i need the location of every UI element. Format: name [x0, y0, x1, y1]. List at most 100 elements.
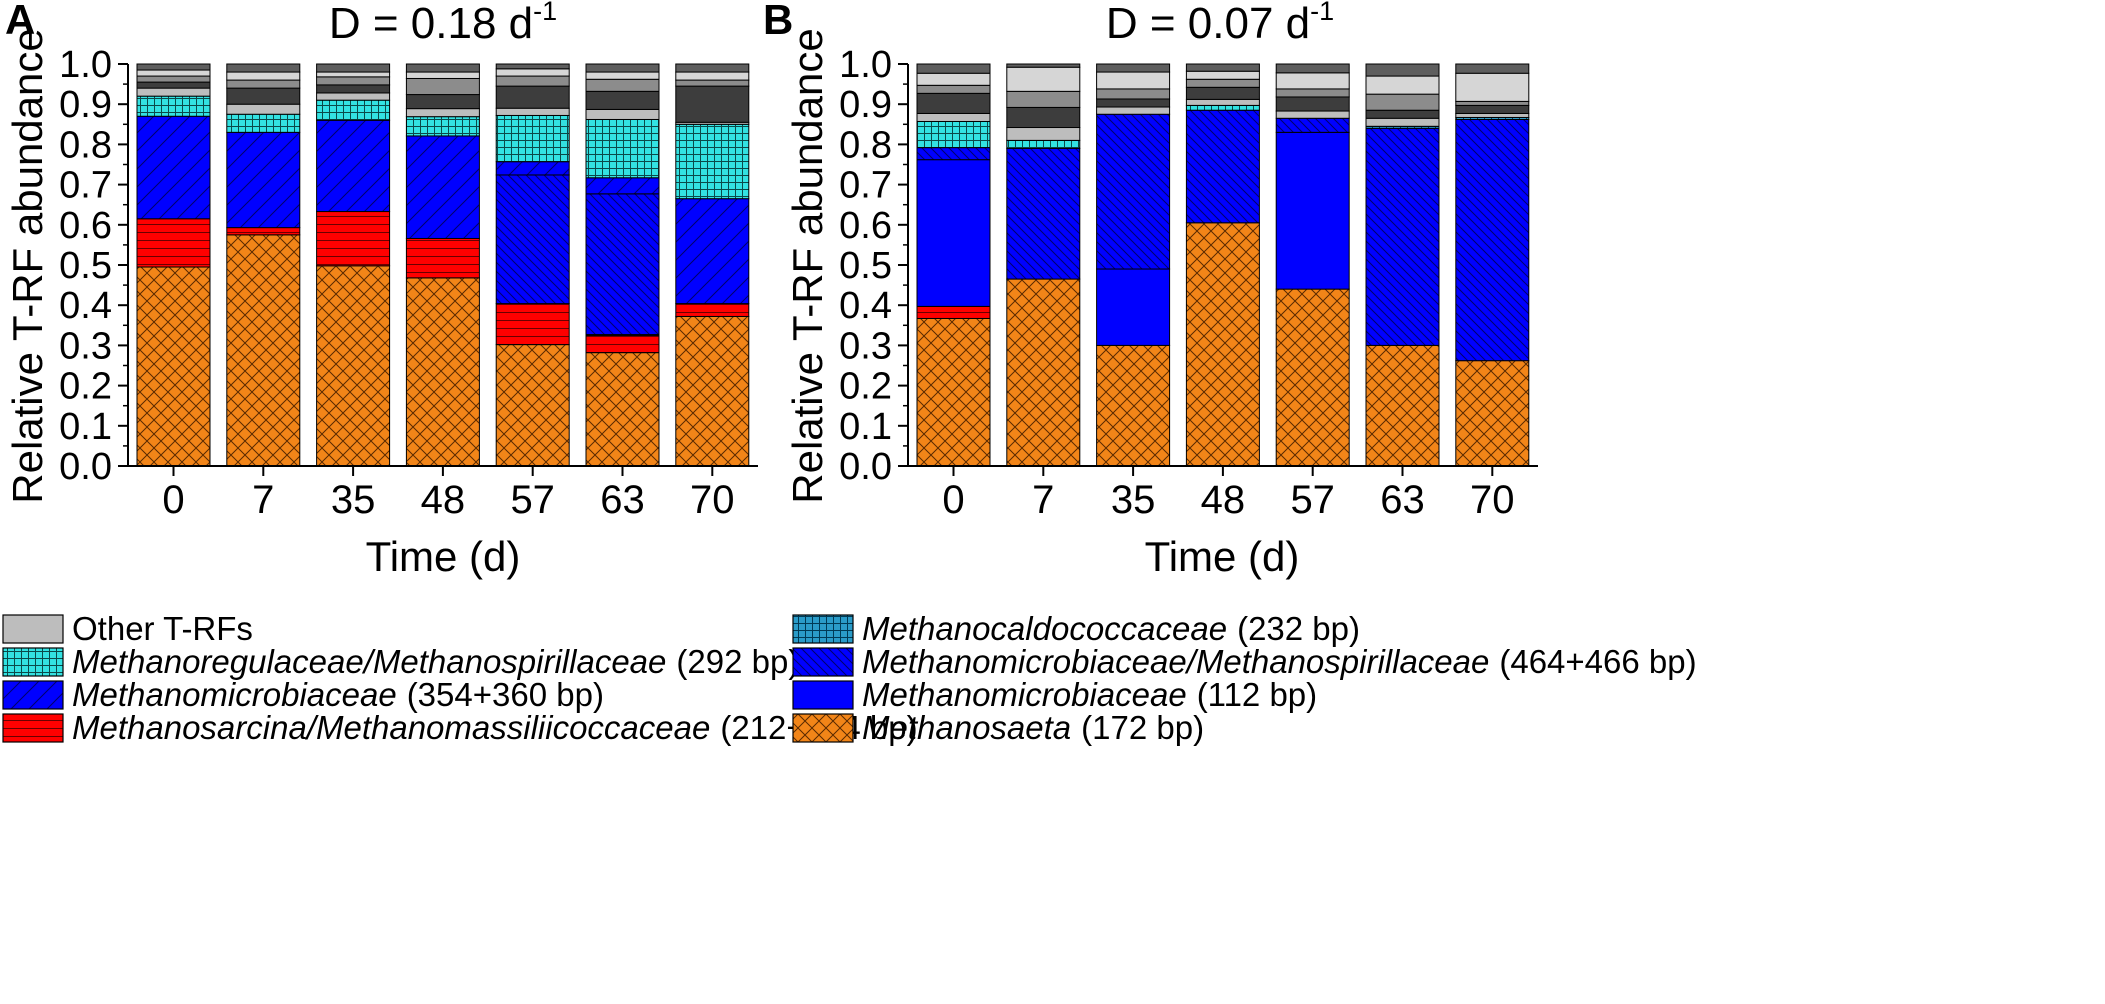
bar-segment-a-o4-t57: [495, 68, 570, 77]
bar-segment-a-reg-t0: [136, 95, 211, 117]
panel-b-xtick-label: 57: [1290, 478, 1335, 522]
bar-segment-a-o3-t63: [585, 78, 660, 92]
legend-label-other: Other T-RFs: [72, 610, 253, 647]
panel-a: A D = 0.18 d-1 0.00.10.20.30.40.50.60.70…: [4, 0, 758, 580]
bar-segment-b-saeta-t7: [1006, 278, 1081, 467]
bar-segment-b-o4-t7: [1006, 66, 1081, 92]
bar-segment-b-o4-t57: [1275, 72, 1350, 90]
panel-b-xtick-label: 70: [1470, 478, 1515, 522]
bar-segment-b-o2-t57: [1275, 96, 1350, 112]
legend-item-mic112: Methanomicrobiaceae (112 bp): [792, 676, 1317, 713]
bar-segment-b-o2-t35: [1096, 98, 1171, 108]
panel-a-xtick-label: 70: [690, 478, 735, 522]
legend-label-saeta: Methanosaeta (172 bp): [862, 709, 1204, 746]
bar-segment-b-reg-t7: [1006, 139, 1081, 149]
bar-segment-b-o3-t0: [916, 84, 991, 94]
bar-segment-a-mic354-t0: [136, 115, 211, 220]
bar-segment-a-o4-t7: [226, 71, 301, 81]
bar-segment-b-o4-t63: [1365, 75, 1440, 95]
bar-segment-b-saeta-t63: [1365, 344, 1440, 467]
panel-a-bars: [136, 63, 750, 467]
bar-segment-b-o2-t70: [1455, 104, 1530, 114]
bar-segment-b-o4-t70: [1455, 72, 1530, 102]
bar-segment-a-o5-t70: [675, 63, 750, 73]
panel-b: B D = 0.07 d-1 0.00.10.20.30.40.50.60.70…: [763, 0, 1538, 580]
panel-a-ytick-label: 0.2: [59, 366, 112, 408]
bar-segment-a-o4-t48: [405, 71, 480, 79]
legend-label-mic464: Methanomicrobiaceae/Methanospirillaceae(…: [862, 643, 1697, 680]
panel-b-axes: 0.00.10.20.30.40.50.60.70.80.91.0 0 7 35 48 5…: [839, 44, 1538, 522]
panel-a-ytick-label: 1.0: [59, 44, 112, 86]
bar-segment-a-o3-t35: [316, 76, 391, 86]
panel-a-letter: A: [5, 0, 35, 43]
bar-segment-a-o5-t35: [316, 63, 391, 73]
legend-item-cald: Methanocaldococcaceae (232 bp): [792, 610, 1360, 647]
bar-segment-b-mic464-t35: [1096, 113, 1171, 270]
bar-segment-b-saeta-t0: [916, 317, 991, 467]
bar-segment-b-o1-t57: [1275, 110, 1350, 119]
bar-segment-a-o2-t48: [405, 94, 480, 110]
panel-a-xtick-label: 48: [421, 478, 466, 522]
bar-segment-b-o1-t0: [916, 112, 991, 122]
panel-b-ytick-label: 0.2: [839, 366, 892, 408]
bar-segment-a-mic354-t7: [226, 131, 301, 229]
bar-segment-a-o4-t35: [316, 71, 391, 78]
bar-segment-a-mic354-t48: [405, 135, 480, 239]
bar-segment-b-mic464-t57: [1275, 117, 1350, 133]
bar-segment-b-mic464-t0: [916, 147, 991, 161]
bar-segment-a-o5-t0: [136, 63, 211, 71]
bar-segment-a-reg-t7: [226, 113, 301, 133]
legend-swatch-mic464: [792, 647, 854, 677]
bar-segment-b-o5-t63: [1365, 63, 1440, 77]
bar-segment-a-reg-t63: [585, 118, 660, 179]
bar-segment-a-o5-t7: [226, 63, 301, 73]
legend-label-sarc: Methanosarcina/Methanomassiliicoccaceae(…: [72, 709, 918, 746]
bar-segment-b-o2-t7: [1006, 106, 1081, 129]
panel-a-title: D = 0.18 d-1: [329, 0, 557, 48]
bar-segment-a-saeta-t7: [226, 234, 301, 467]
legend-item-other: Other T-RFs: [2, 610, 253, 647]
legend-swatch-saeta: [792, 713, 854, 743]
bar-segment-b-o5-t35: [1096, 63, 1171, 73]
bar-segment-b-reg-t48: [1185, 104, 1260, 111]
bar-segment-b-o1-t7: [1006, 127, 1081, 141]
bar-segment-b-o3-t70: [1455, 100, 1530, 106]
bar-segment-a-mic354-t63: [585, 177, 660, 195]
bar-segment-a-mic464-t57: [495, 174, 570, 305]
legend: Other T-RFs Methanoregulaceae/Methanospi…: [2, 610, 1697, 746]
bar-segment-b-mic464-t70: [1455, 118, 1530, 362]
panel-b-ytick-label: 1.0: [839, 44, 892, 86]
panel-a-xtick-label: 7: [252, 478, 274, 522]
bar-segment-a-reg-t57: [495, 114, 570, 163]
bar-segment-b-o3-t57: [1275, 88, 1350, 98]
bar-segment-a-sarc-t7: [226, 227, 301, 236]
bar-segment-a-sarc-t57: [495, 303, 570, 346]
bar-segment-a-o5-t48: [405, 63, 480, 73]
bar-segment-a-o4-t0: [136, 69, 211, 77]
bar-segment-a-o1-t48: [405, 108, 480, 118]
bar-segment-a-mic464-t63: [585, 193, 660, 336]
bar-segment-b-o1-t48: [1185, 98, 1260, 106]
bar-segment-a-o3-t57: [495, 75, 570, 87]
bar-segment-a-saeta-t35: [316, 265, 391, 467]
bar-segment-b-o3-t35: [1096, 88, 1171, 100]
bar-segment-b-mic464-t63: [1365, 127, 1440, 346]
legend-item-mic354: Methanomicrobiaceae (354+360 bp): [2, 676, 604, 713]
bar-segment-b-o5-t0: [916, 63, 991, 74]
legend-item-reg: Methanoregulaceae/Methanospirillaceae (29…: [2, 643, 799, 680]
bar-segment-b-o2-t0: [916, 92, 991, 114]
bar-segment-a-o3-t70: [675, 79, 750, 87]
panel-b-ytick-label: 0.6: [839, 205, 892, 247]
bar-segment-a-o1-t7: [226, 103, 301, 115]
panel-b-ylabel: Relative T-RF abundance: [784, 28, 831, 504]
legend-item-mic464: Methanomicrobiaceae/Methanospirillaceae(…: [792, 643, 1697, 680]
panel-b-ytick-label: 0.5: [839, 245, 892, 287]
panel-b-xtick-label: 0: [942, 478, 964, 522]
bar-segment-b-o4-t0: [916, 72, 991, 86]
bar-segment-a-sarc-t70: [675, 303, 750, 317]
bar-segment-a-saeta-t57: [495, 344, 570, 467]
bar-segment-a-reg-t35: [316, 99, 391, 121]
panel-b-ytick-label: 0.4: [839, 285, 892, 327]
bar-segment-a-mic354-t35: [316, 119, 391, 213]
bar-segment-a-o4-t70: [675, 71, 750, 81]
